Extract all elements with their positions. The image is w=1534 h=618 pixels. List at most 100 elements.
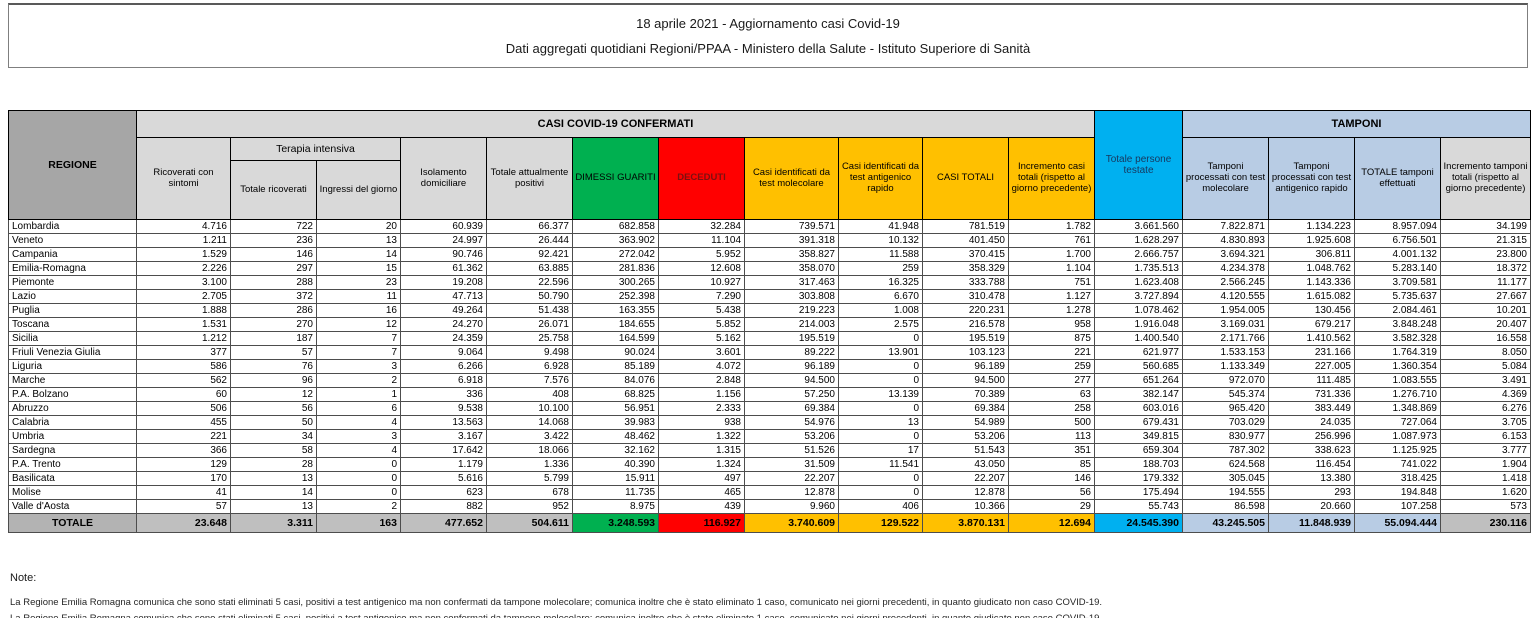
value-cell: 305.045 <box>1182 471 1269 486</box>
value-cell: 358.070 <box>744 261 839 276</box>
value-cell: 358.827 <box>744 247 839 262</box>
value-cell: 56.951 <box>572 401 659 416</box>
value-cell: 60 <box>136 387 231 402</box>
col-header-incremento-casi: Incremento casi totali (rispetto al gior… <box>1008 137 1095 220</box>
value-cell: 0 <box>316 485 401 500</box>
value-cell: 7.290 <box>658 289 745 304</box>
col-header-tamponi-molecolare: Tamponi processati con test molecolare <box>1182 137 1269 220</box>
value-cell: 194.555 <box>1182 485 1269 500</box>
value-cell: 70.389 <box>922 387 1009 402</box>
region-cell: Calabria <box>8 415 137 430</box>
value-cell: 1.400.540 <box>1094 331 1183 346</box>
value-cell: 9.960 <box>744 499 839 514</box>
value-cell: 1.322 <box>658 429 745 444</box>
value-cell: 1.078.462 <box>1094 303 1183 318</box>
value-cell: 317.463 <box>744 275 839 290</box>
value-cell: 1.348.869 <box>1354 401 1441 416</box>
value-cell: 0 <box>316 457 401 472</box>
value-cell: 3.100 <box>136 275 231 290</box>
value-cell: 0 <box>316 471 401 486</box>
value-cell: 293 <box>1268 485 1355 500</box>
value-cell: 28 <box>230 457 317 472</box>
totals-label-cell: TOTALE <box>8 513 137 533</box>
value-cell: 231.166 <box>1268 345 1355 360</box>
value-cell: 1.324 <box>658 457 745 472</box>
value-cell: 13.901 <box>838 345 923 360</box>
value-cell: 1.623.408 <box>1094 275 1183 290</box>
value-cell: 958 <box>1008 317 1095 332</box>
table-row: Calabria 455 50 4 13.563 14.068 39.983 938 54.97… <box>8 415 1531 430</box>
value-cell: 300.265 <box>572 275 659 290</box>
value-cell: 500 <box>1008 415 1095 430</box>
col-header-casi-totali: CASI TOTALI <box>922 137 1009 220</box>
value-cell: 24.997 <box>400 233 487 248</box>
value-cell: 2 <box>316 499 401 514</box>
value-cell: 60.939 <box>400 219 487 234</box>
value-cell: 1.008 <box>838 303 923 318</box>
value-cell: 53.206 <box>744 429 839 444</box>
value-cell: 303.808 <box>744 289 839 304</box>
totals-value-cell: 3.870.131 <box>922 513 1009 533</box>
value-cell: 15 <box>316 261 401 276</box>
table-row: Valle d'Aosta 57 13 2 882 952 8.975 439 9.960 406… <box>8 499 1531 514</box>
value-cell: 17 <box>838 443 923 458</box>
covid-data-table: REGIONE CASI COVID-19 CONFERMATI Totale … <box>8 110 1531 533</box>
value-cell: 236 <box>230 233 317 248</box>
value-cell: 751 <box>1008 275 1095 290</box>
value-cell: 17.642 <box>400 443 487 458</box>
value-cell: 0 <box>838 471 923 486</box>
value-cell: 41 <box>136 485 231 500</box>
region-cell: Liguria <box>8 359 137 374</box>
table-row: Abruzzo 506 56 6 9.538 10.100 56.951 2.333 69.38… <box>8 401 1531 416</box>
page-title: 18 aprile 2021 - Aggiornamento casi Covi… <box>636 15 900 31</box>
value-cell: 58 <box>230 443 317 458</box>
col-header-attualmente-positivi: Totale attualmente positivi <box>486 137 573 220</box>
table-row: Molise 41 14 0 623 678 11.735 465 12.878 0 12.878 5… <box>8 485 1531 500</box>
value-cell: 51.543 <box>922 443 1009 458</box>
value-cell: 401.450 <box>922 233 1009 248</box>
value-cell: 14.068 <box>486 415 573 430</box>
totals-value-cell: 55.094.444 <box>1354 513 1441 533</box>
value-cell: 1.904 <box>1440 457 1531 472</box>
table-row: Umbria 221 34 3 3.167 3.422 48.462 1.322 53.206 0… <box>8 429 1531 444</box>
group-header-terapia-intensiva: Terapia intensiva <box>230 137 401 161</box>
value-cell: 11.588 <box>838 247 923 262</box>
value-cell: 497 <box>658 471 745 486</box>
value-cell: 761 <box>1008 233 1095 248</box>
value-cell: 272.042 <box>572 247 659 262</box>
value-cell: 53.206 <box>922 429 1009 444</box>
value-cell: 882 <box>400 499 487 514</box>
value-cell: 56 <box>230 401 317 416</box>
region-cell: Abruzzo <box>8 401 137 416</box>
value-cell: 1.179 <box>400 457 487 472</box>
value-cell: 727.064 <box>1354 415 1441 430</box>
value-cell: 545.374 <box>1182 387 1269 402</box>
value-cell: 164.599 <box>572 331 659 346</box>
value-cell: 6.266 <box>400 359 487 374</box>
value-cell: 13.563 <box>400 415 487 430</box>
value-cell: 1.156 <box>658 387 745 402</box>
value-cell: 21.315 <box>1440 233 1531 248</box>
value-cell: 8.957.094 <box>1354 219 1441 234</box>
table-row: Toscana 1.531 270 12 24.270 26.071 184.655 5.85… <box>8 317 1531 332</box>
value-cell: 15.911 <box>572 471 659 486</box>
value-cell: 952 <box>486 499 573 514</box>
value-cell: 11 <box>316 289 401 304</box>
value-cell: 55.743 <box>1094 499 1183 514</box>
totals-value-cell: 116.927 <box>658 513 745 533</box>
notes-section: Note: La Regione Emilia Romagna comunica… <box>10 572 1530 618</box>
note-line-clipped: La Regione Emilia Romagna comunica che s… <box>10 613 1530 618</box>
value-cell: 0 <box>838 429 923 444</box>
value-cell: 32.162 <box>572 443 659 458</box>
value-cell: 5.735.637 <box>1354 289 1441 304</box>
value-cell: 12.878 <box>744 485 839 500</box>
value-cell: 2.333 <box>658 401 745 416</box>
value-cell: 90.024 <box>572 345 659 360</box>
value-cell: 11.735 <box>572 485 659 500</box>
col-header-deceduti: DECEDUTI <box>658 137 745 220</box>
col-header-isolamento: Isolamento domiciliare <box>400 137 487 220</box>
value-cell: 1.628.297 <box>1094 233 1183 248</box>
value-cell: 2.575 <box>838 317 923 332</box>
value-cell: 94.500 <box>744 373 839 388</box>
value-cell: 68.825 <box>572 387 659 402</box>
